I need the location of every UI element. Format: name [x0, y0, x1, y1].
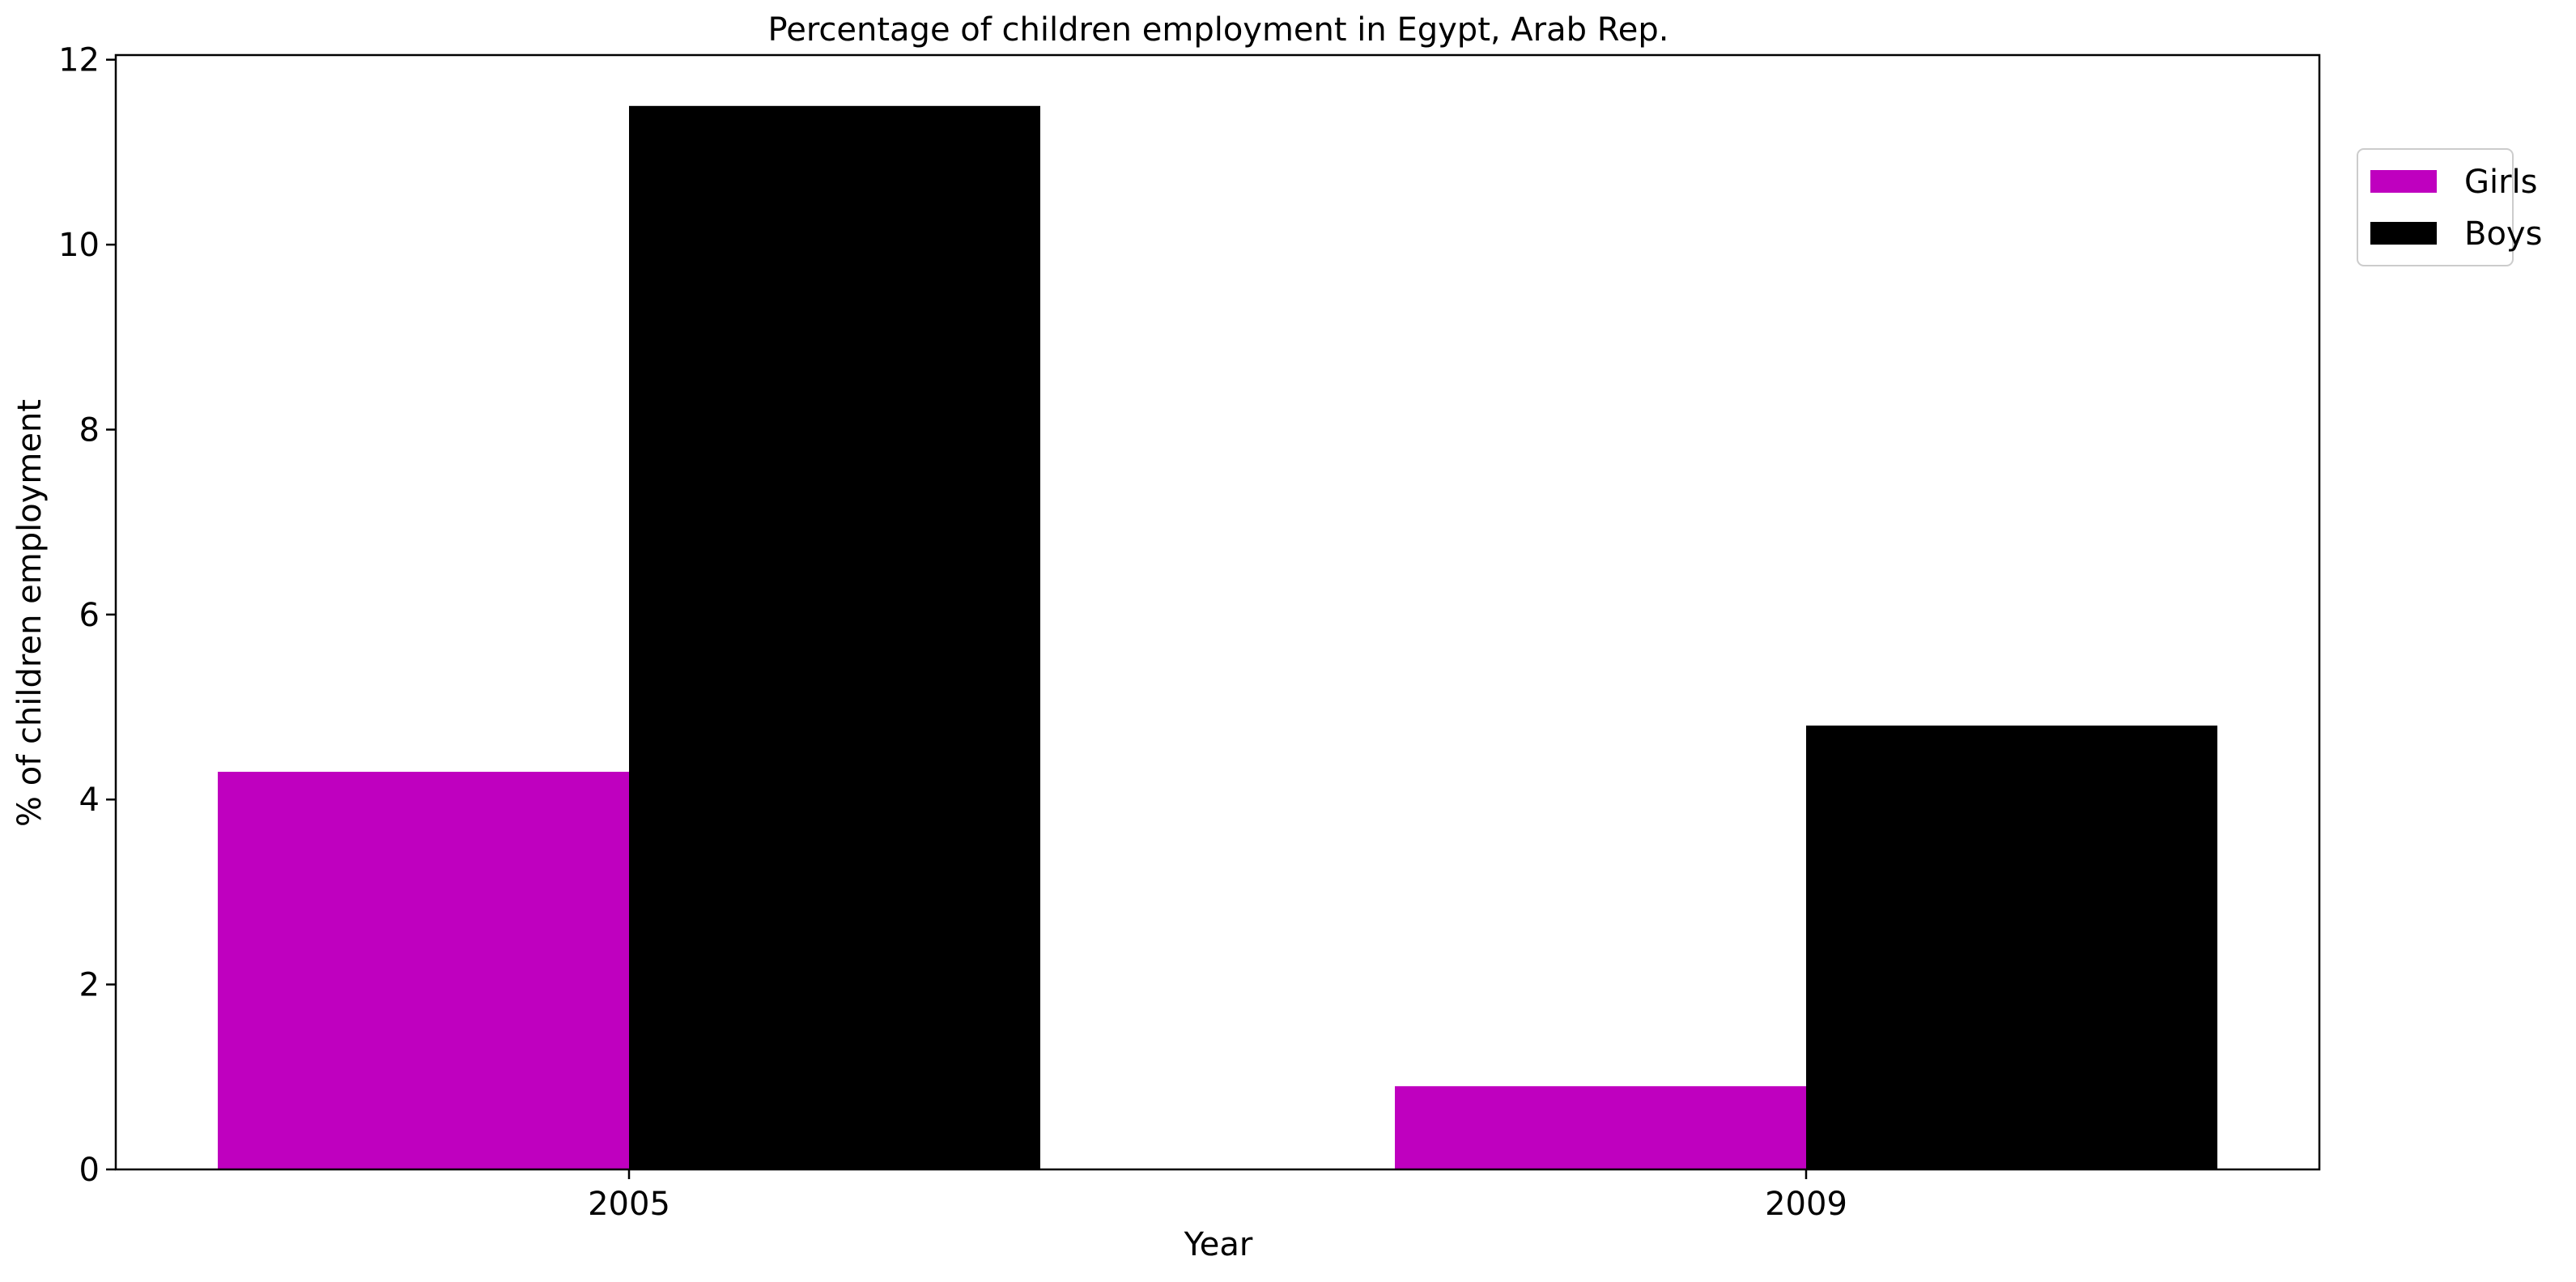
- legend-label-boys: Boys: [2464, 215, 2542, 253]
- legend-swatch-girls: [2370, 170, 2437, 193]
- bar-girls-2005: [218, 771, 629, 1169]
- plot-area: 0 2 4 6 8 10 12 2005 2009: [58, 42, 2321, 1223]
- y-tick-label-2: 2: [79, 967, 100, 1004]
- y-tick-label-8: 8: [79, 411, 100, 449]
- x-tick-label-2005: 2005: [588, 1186, 670, 1223]
- y-tick-label-10: 10: [58, 227, 100, 264]
- bar-boys-2009: [1806, 725, 2217, 1169]
- x-tick-label-2009: 2009: [1765, 1186, 1847, 1223]
- bar-girls-2009: [1395, 1086, 1806, 1169]
- x-axis-label: Year: [1184, 1226, 1253, 1263]
- y-tick-label-12: 12: [58, 42, 100, 79]
- y-tick-label-6: 6: [79, 597, 100, 634]
- y-tick-label-0: 0: [79, 1152, 100, 1189]
- plot-frame: [114, 53, 2321, 1171]
- y-axis-label: % of children employment: [11, 399, 49, 827]
- bar-boys-2005: [629, 105, 1040, 1170]
- chart-title: Percentage of children employment in Egy…: [768, 11, 1669, 49]
- legend-label-girls: Girls: [2464, 164, 2538, 201]
- chart-legend: Girls Boys: [2357, 148, 2542, 266]
- y-tick-label-4: 4: [79, 782, 100, 819]
- legend-swatch-boys: [2370, 222, 2437, 245]
